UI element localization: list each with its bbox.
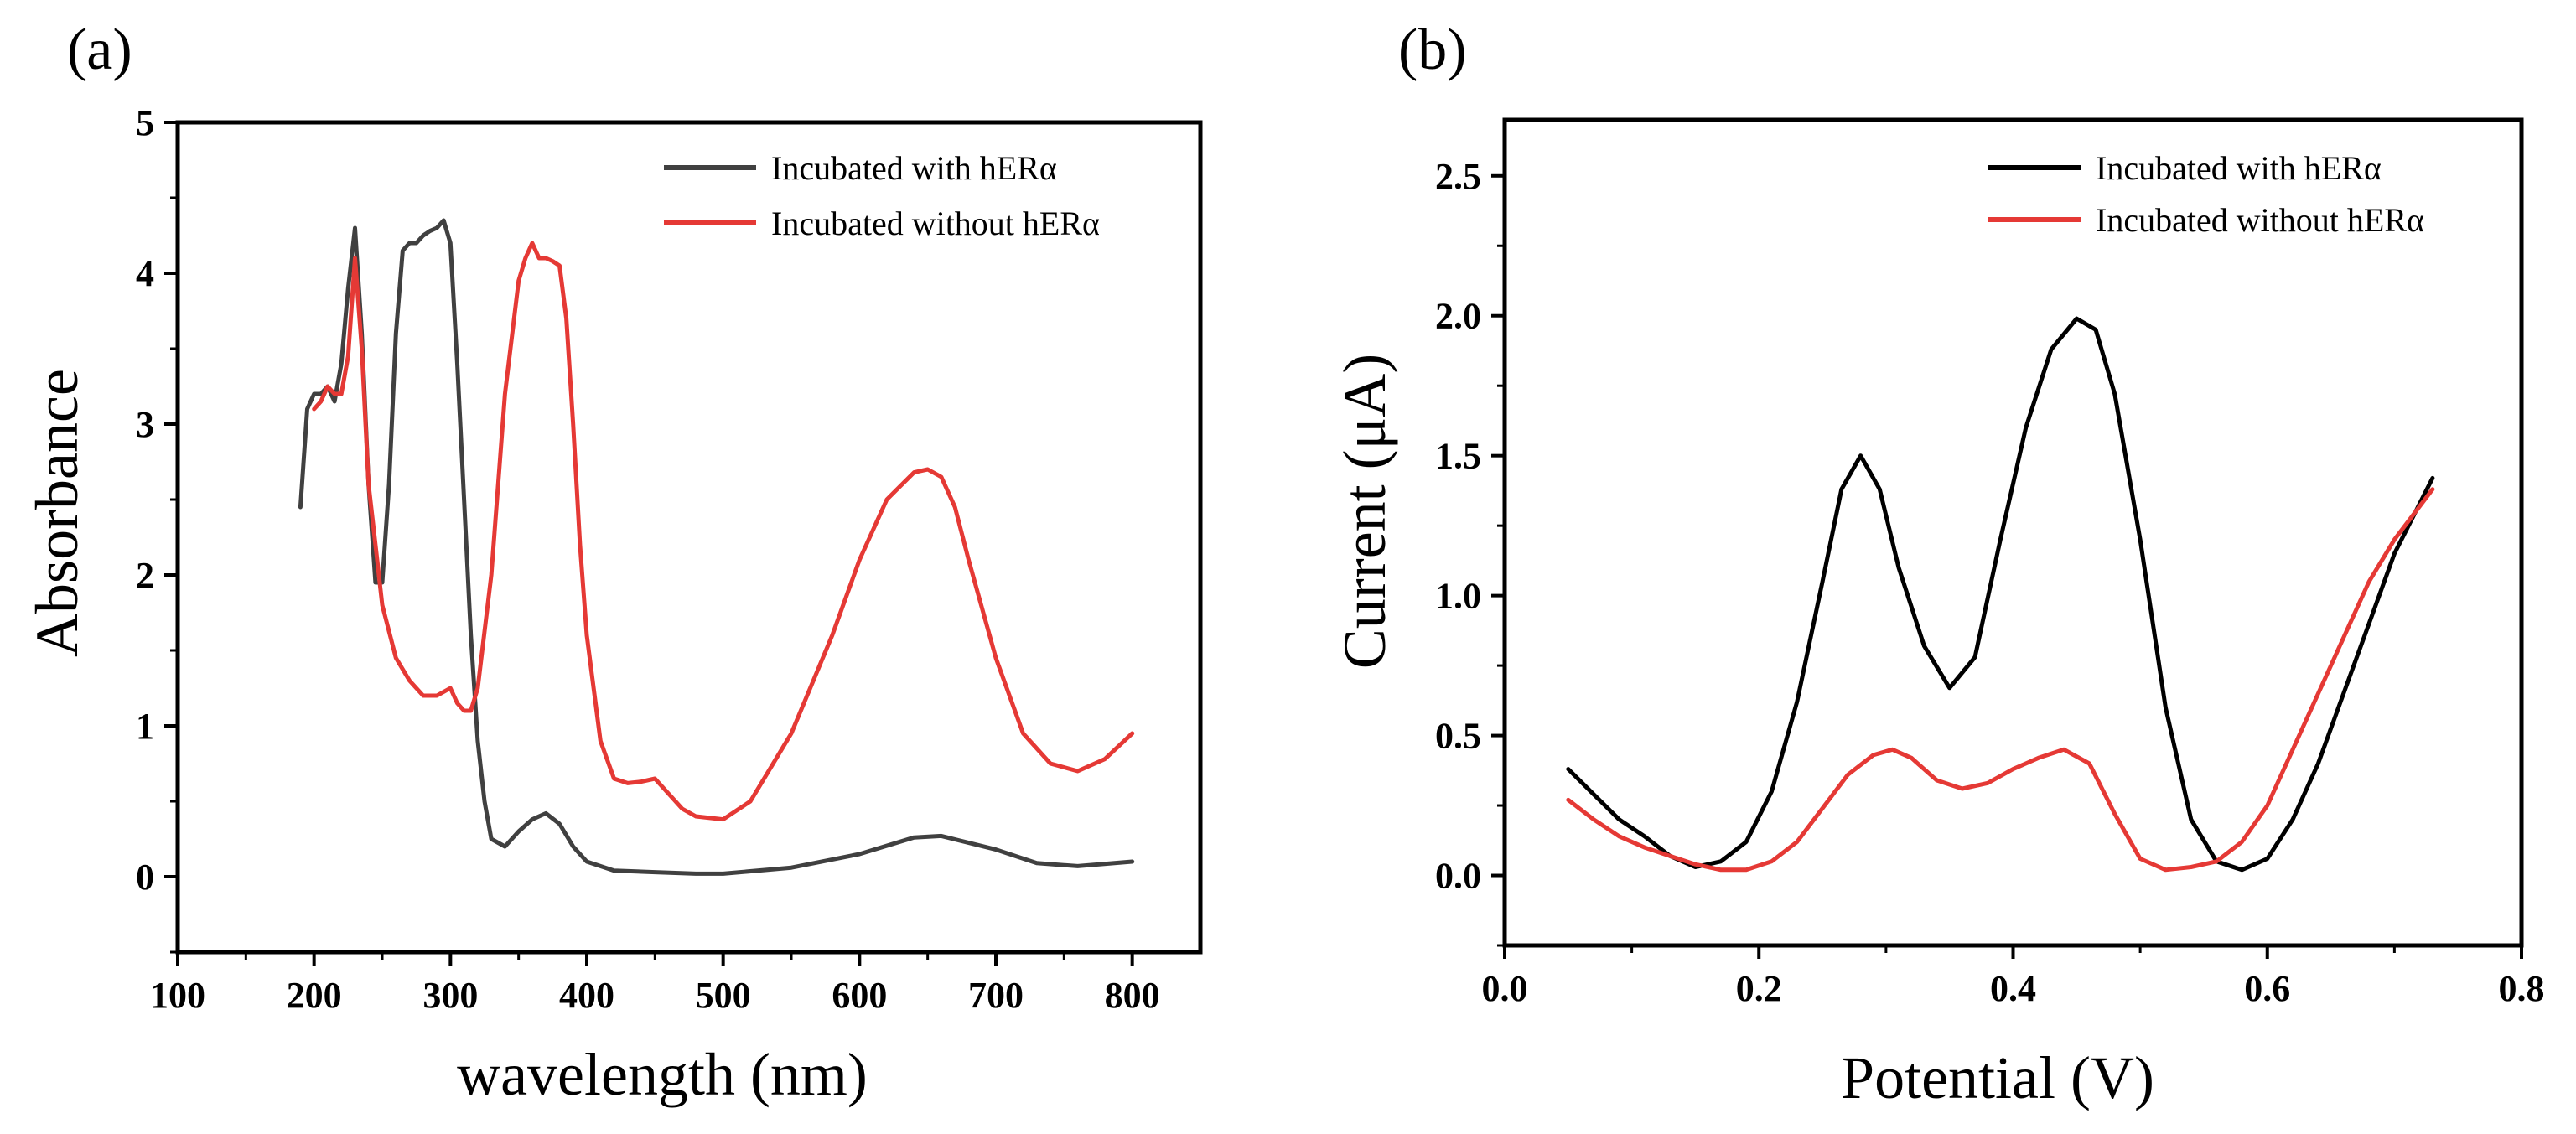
y-tick-label: 0.5: [1435, 716, 1481, 757]
x-tick-label: 300: [422, 975, 478, 1016]
y-tick-label: 4: [136, 253, 154, 294]
panel-a-x-axis-title: wavelength (nm): [457, 1041, 868, 1108]
panel-b-y-axis-title: Current (μA): [1331, 354, 1398, 670]
x-tick-label: 200: [287, 975, 342, 1016]
panel-b-label: (b): [1398, 18, 1467, 82]
x-tick-label: 500: [696, 975, 751, 1016]
x-tick-label: 100: [150, 975, 205, 1016]
panel-b-legend-label-without: Incubated without hERα: [2096, 201, 2424, 239]
x-tick-label: 400: [559, 975, 614, 1016]
panel-a-legend: Incubated with hERα Incubated without hE…: [664, 149, 1100, 242]
panel-a-axes-frame: [175, 120, 1203, 955]
x-tick-label: 0.8: [2499, 968, 2545, 1009]
panel-b-legend-label-with: Incubated with hERα: [2096, 149, 2382, 187]
y-tick-label: 5: [136, 102, 154, 143]
panel-b-axes-frame: [1502, 117, 2524, 948]
panel-b-legend: Incubated with hERα Incubated without hE…: [1988, 149, 2424, 239]
panel-a-y-axis-title: Absorbance: [23, 369, 91, 657]
x-tick-label: 800: [1105, 975, 1160, 1016]
x-tick-label: 0.4: [1990, 968, 2036, 1009]
y-tick-label: 0.0: [1435, 856, 1481, 897]
x-tick-label: 0.6: [2244, 968, 2290, 1009]
panel-b: (b) 0.0 0.2 0.4 0.6 0.8 0.0 0.5 1.0 1.5 2.0 2.5 Po…: [1331, 18, 2545, 1111]
y-tick-label: 3: [136, 404, 154, 445]
panel-b-ticks: 0.0 0.2 0.4 0.6 0.8 0.0 0.5 1.0 1.5 2.0 2.5: [1435, 156, 2545, 1009]
panel-b-plot-area: [1566, 316, 2435, 873]
y-tick-label: 1: [136, 706, 154, 747]
y-tick-label: 0: [136, 857, 154, 898]
y-tick-label: 1.0: [1435, 576, 1481, 617]
panel-a-plot-area: [298, 218, 1135, 876]
y-tick-label: 1.5: [1435, 436, 1481, 477]
panel-b-x-axis-title: Potential (V): [1841, 1044, 2154, 1111]
series-line-without-herα: [312, 241, 1135, 822]
series-line-with-herα: [298, 218, 1135, 876]
series-line-with-herα: [1566, 316, 2435, 873]
x-tick-label: 0.2: [1736, 968, 1782, 1009]
y-tick-label: 2.5: [1435, 156, 1481, 197]
x-tick-label: 700: [968, 975, 1024, 1016]
panel-a-legend-label-without: Incubated without hERα: [771, 205, 1100, 242]
y-tick-label: 2.0: [1435, 296, 1481, 337]
panel-a-label: (a): [67, 18, 132, 82]
x-tick-label: 600: [832, 975, 887, 1016]
x-tick-label: 0.0: [1482, 968, 1528, 1009]
panel-a-ticks: 100 200 300 400 500 600 700 800 0 1 2 3 4 5: [136, 102, 1160, 1016]
panel-a: (a) 100 200 300 400 500 600 700 800 0 1 2 3 4 5 wavel…: [23, 18, 1203, 1108]
y-tick-label: 2: [136, 555, 154, 596]
panel-a-legend-label-with: Incubated with hERα: [771, 149, 1057, 187]
series-line-without-herα: [1566, 487, 2435, 873]
